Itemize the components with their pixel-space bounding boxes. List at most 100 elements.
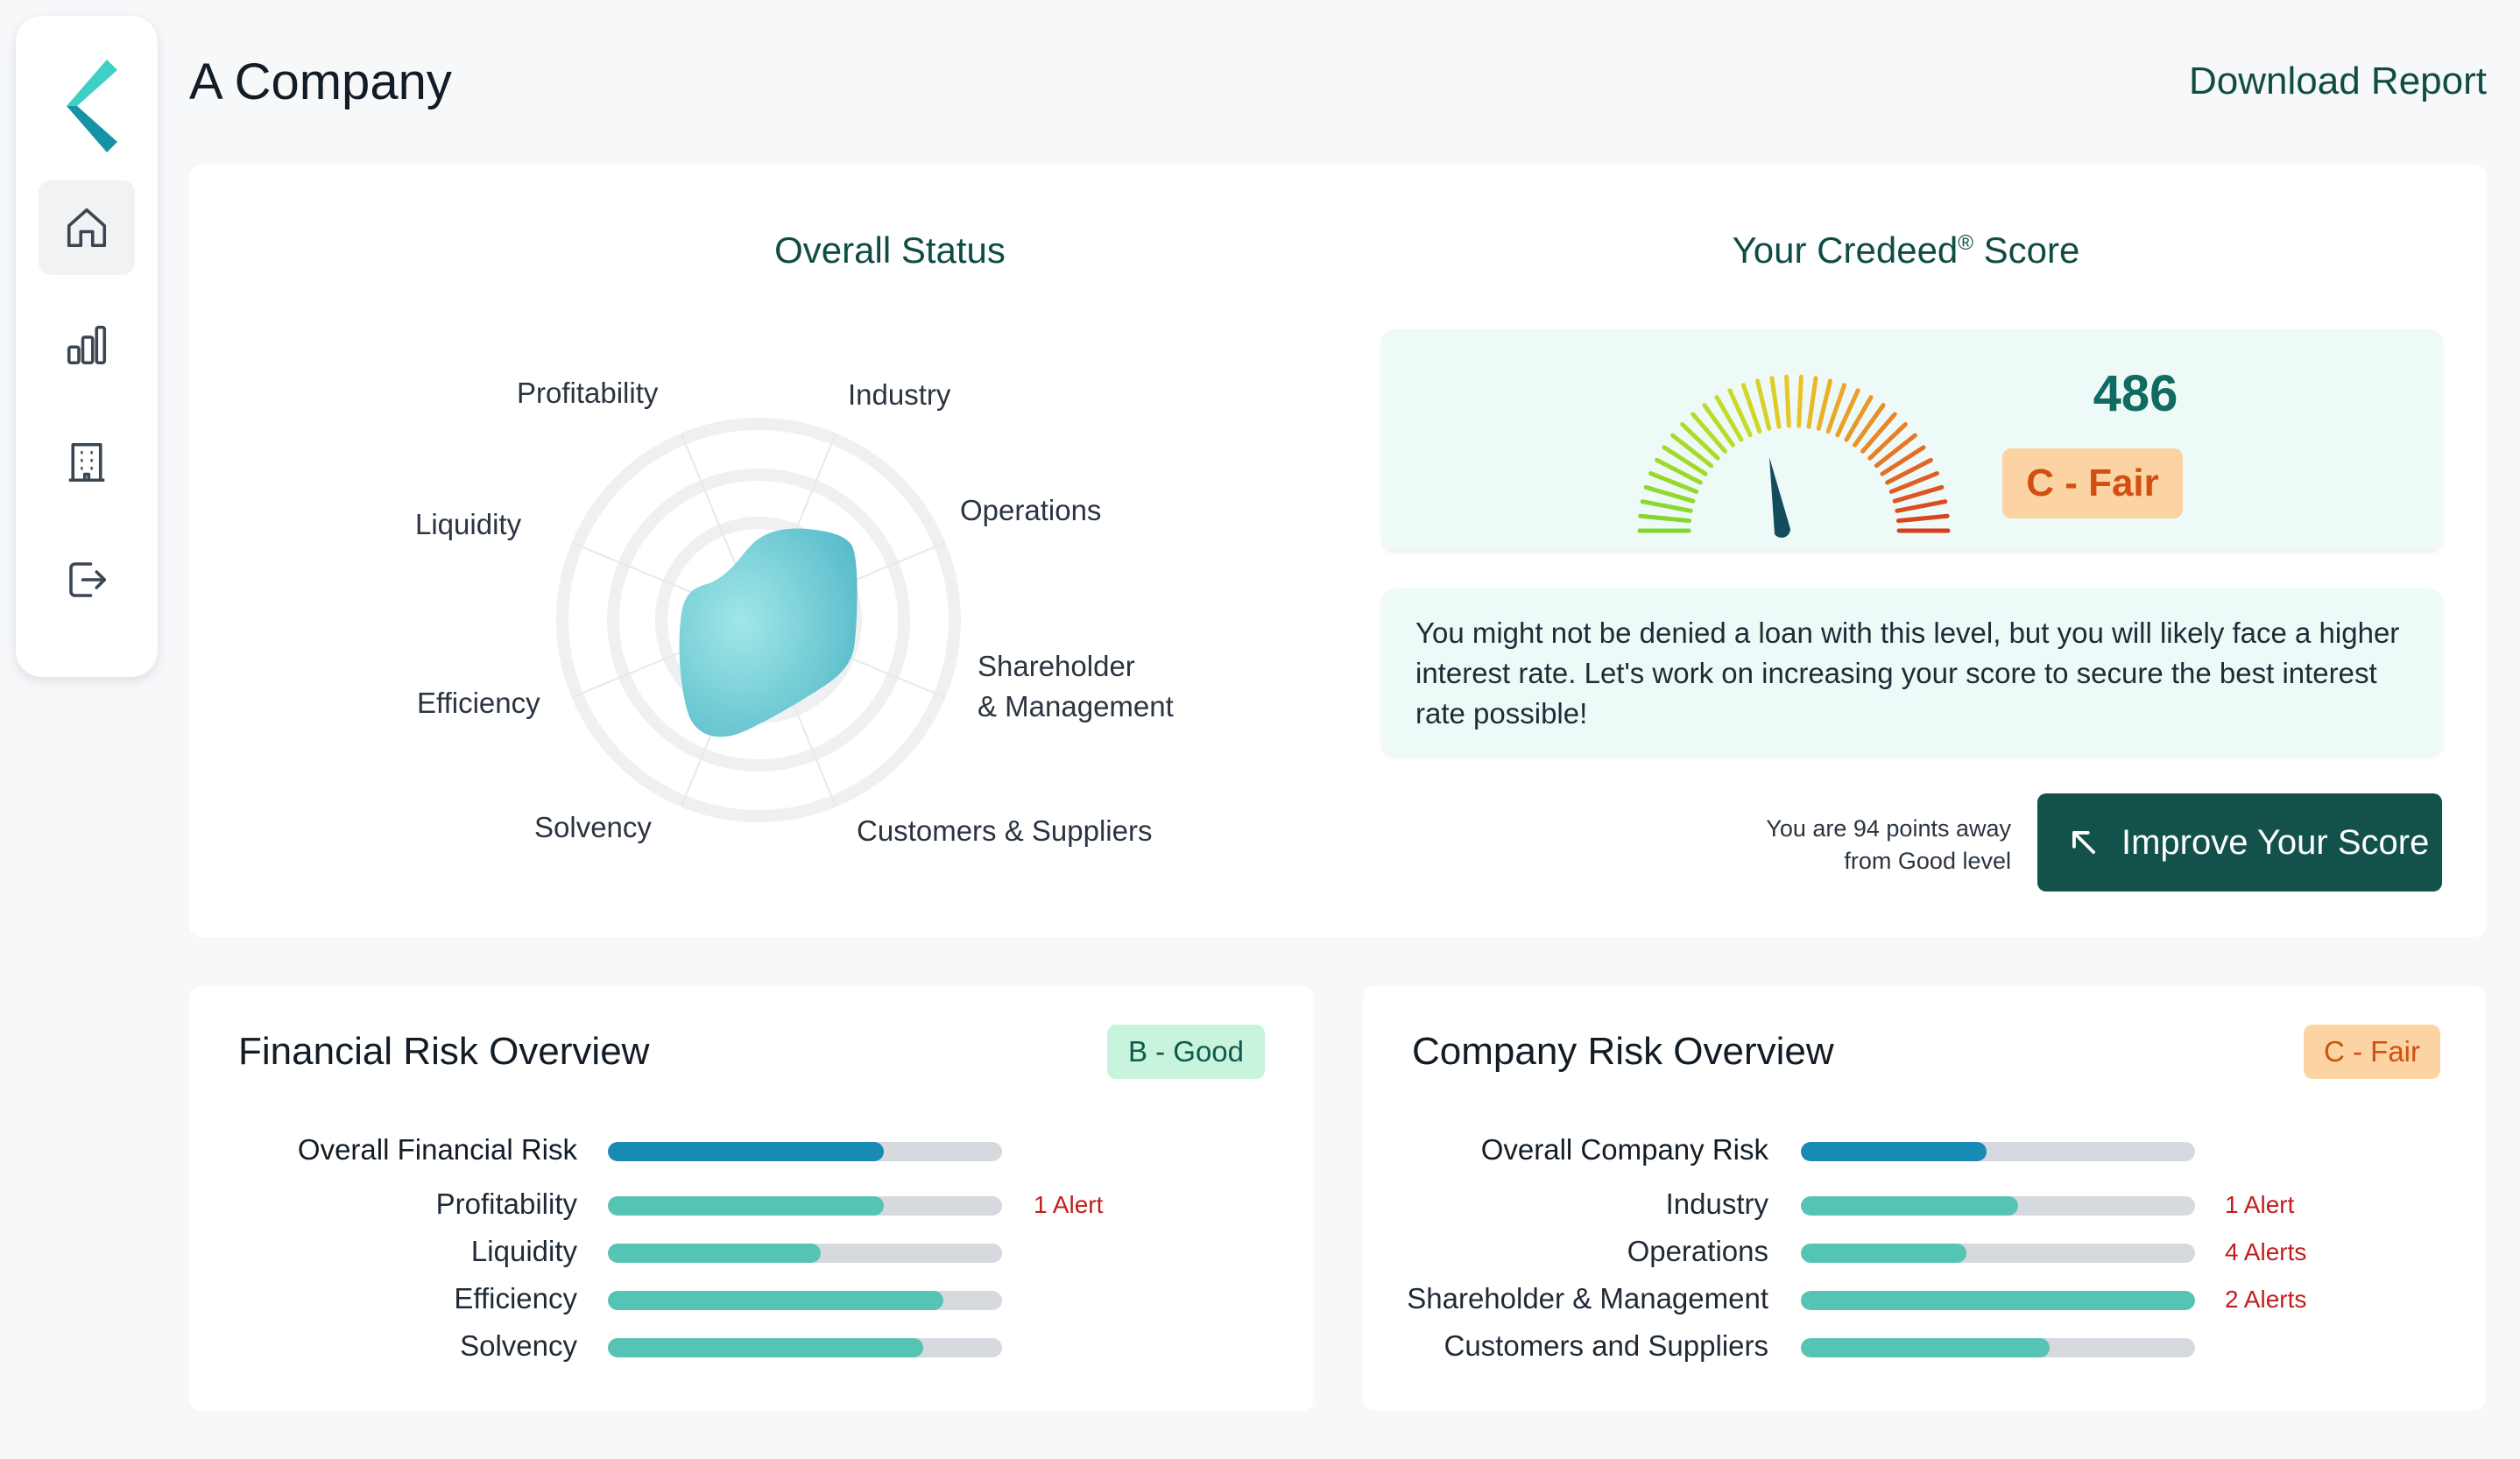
arrow-up-left-icon [2072,831,2095,854]
improve-score-label: Improve Your Score [2121,822,2430,862]
points-away-line-1: You are 94 points away [1766,815,2011,842]
risk-row-label: Customers and Suppliers [1444,1329,1768,1362]
risk-alert-link[interactable]: 4 Alerts [2225,1238,2307,1265]
score-advice: You might not be denied a loan with this… [1382,589,2442,755]
gauge-tick [1755,378,1772,431]
gauge-tick [1853,403,1886,448]
risk-alert-link[interactable]: 2 Alerts [2225,1286,2307,1313]
company-risk-title: Company Risk Overview [1412,1030,1834,1073]
gauge-tick [1880,445,1926,476]
score-grade-badge: C - Fair [2002,448,2183,518]
radar-label-industry: Industry [848,378,951,411]
gauge-tick [1784,374,1791,428]
financial-risk-card: Financial Risk Overview B - Good Overall… [189,986,1314,1411]
gauge-tick [1796,374,1804,428]
gauge-tick [1662,445,1708,476]
risk-row: Overall Company Risk [1363,1133,2486,1168]
gauge-tick [1844,395,1874,442]
risk-alert-link[interactable]: 1 Alert [2225,1191,2295,1218]
radar-label-profitability: Profitability [517,377,659,409]
risk-bar-track [1801,1291,2195,1310]
overview-card: Overall Status Profitability Industry Li… [189,165,2487,937]
building-icon [68,442,105,483]
gauge-tick [1640,499,1693,513]
risk-row: Overall Financial Risk [189,1133,1314,1168]
gauge-tick [1874,433,1917,469]
financial-risk-grade-badge: B - Good [1107,1025,1265,1079]
gauge-tick [1885,457,1933,485]
sidebar-item-analytics[interactable] [39,298,135,392]
gauge-tick [1691,412,1727,454]
score-title-main: Your Credeed [1732,229,1959,271]
gauge-tick [1816,378,1832,431]
risk-bar-fill [1801,1338,2050,1357]
logout-icon [69,562,107,597]
risk-bar-fill [608,1142,884,1161]
bar-chart-icon [67,325,107,365]
risk-bar-track [1801,1196,2195,1216]
gauge-needle-icon [1769,457,1790,538]
radar-label-customers-suppliers: Customers & Suppliers [857,814,1153,847]
gauge-tick [1643,484,1696,504]
gauge-tick [1727,388,1753,438]
download-report-link[interactable]: Download Report [2189,60,2487,102]
points-away-line-2: from Good level [1844,848,2011,874]
score-value: 486 [2093,365,2178,422]
radar-ring-middle [607,469,910,772]
overall-status-radar-chart [556,418,961,822]
risk-bar-track [608,1291,1002,1310]
gauge-tick [1655,457,1703,485]
radar-label-solvency: Solvency [534,811,652,843]
gauge-tick [1680,422,1720,461]
risk-row-label: Overall Company Risk [1480,1133,1768,1166]
score-gauge [1637,374,1951,538]
brand-logo-icon[interactable] [56,58,117,154]
radar-ring-outer [556,418,961,822]
gauge-tick [1825,383,1847,434]
sidebar [16,16,158,677]
score-title-suffix: Score [1973,229,2080,271]
sidebar-item-home[interactable] [39,180,135,275]
risk-row: Efficiency [189,1282,1314,1317]
risk-bar-fill [608,1291,943,1310]
radar-label-operations: Operations [960,494,1102,526]
sidebar-item-logout[interactable] [39,532,135,627]
gauge-tick [1892,484,1945,504]
risk-row: Shareholder & Management 2 Alerts [1363,1282,2486,1317]
risk-row: Customers and Suppliers [1363,1329,2486,1364]
home-icon [67,208,107,248]
gauge-tick [1867,422,1908,461]
radar-data-area [679,528,858,737]
gauge-tick [1806,376,1818,429]
risk-bar-fill [1801,1142,1987,1161]
improve-score-button[interactable]: Improve Your Score [2037,793,2442,892]
risk-alert-link[interactable]: 1 Alert [1034,1191,1104,1218]
risk-row-label: Industry [1665,1188,1768,1220]
radar-label-efficiency: Efficiency [417,687,540,719]
gauge-tick [1860,412,1897,454]
gauge-tick [1835,388,1860,438]
page-title: A Company [189,53,452,110]
risk-bar-track [1801,1142,2195,1161]
gauge-tick [1702,403,1735,448]
company-risk-card: Company Risk Overview C - Fair Overall C… [1363,986,2486,1411]
overall-status-title: Overall Status [774,229,1006,271]
risk-row-label: Overall Financial Risk [297,1133,577,1166]
risk-row: Solvency [189,1329,1314,1364]
risk-row-label: Shareholder & Management [1407,1282,1768,1315]
sidebar-item-company[interactable] [39,415,135,510]
gauge-tick [1769,376,1782,429]
financial-risk-title: Financial Risk Overview [238,1030,650,1073]
risk-bar-track [608,1338,1002,1357]
risk-bar-track [1801,1244,2195,1263]
risk-bar-fill [1801,1244,1966,1263]
score-title: Your Credeed® Score [1643,229,2169,271]
risk-row-label: Efficiency [454,1282,577,1315]
risk-row-label: Profitability [435,1188,577,1220]
risk-bar-fill [608,1196,884,1216]
gauge-tick [1670,433,1714,469]
radar-label-shareholder-management: Shareholder & Management [978,650,1174,722]
risk-row: Liquidity [189,1235,1314,1270]
score-box: 486 C - Fair [1382,329,2442,550]
risk-bar-track [608,1196,1002,1216]
